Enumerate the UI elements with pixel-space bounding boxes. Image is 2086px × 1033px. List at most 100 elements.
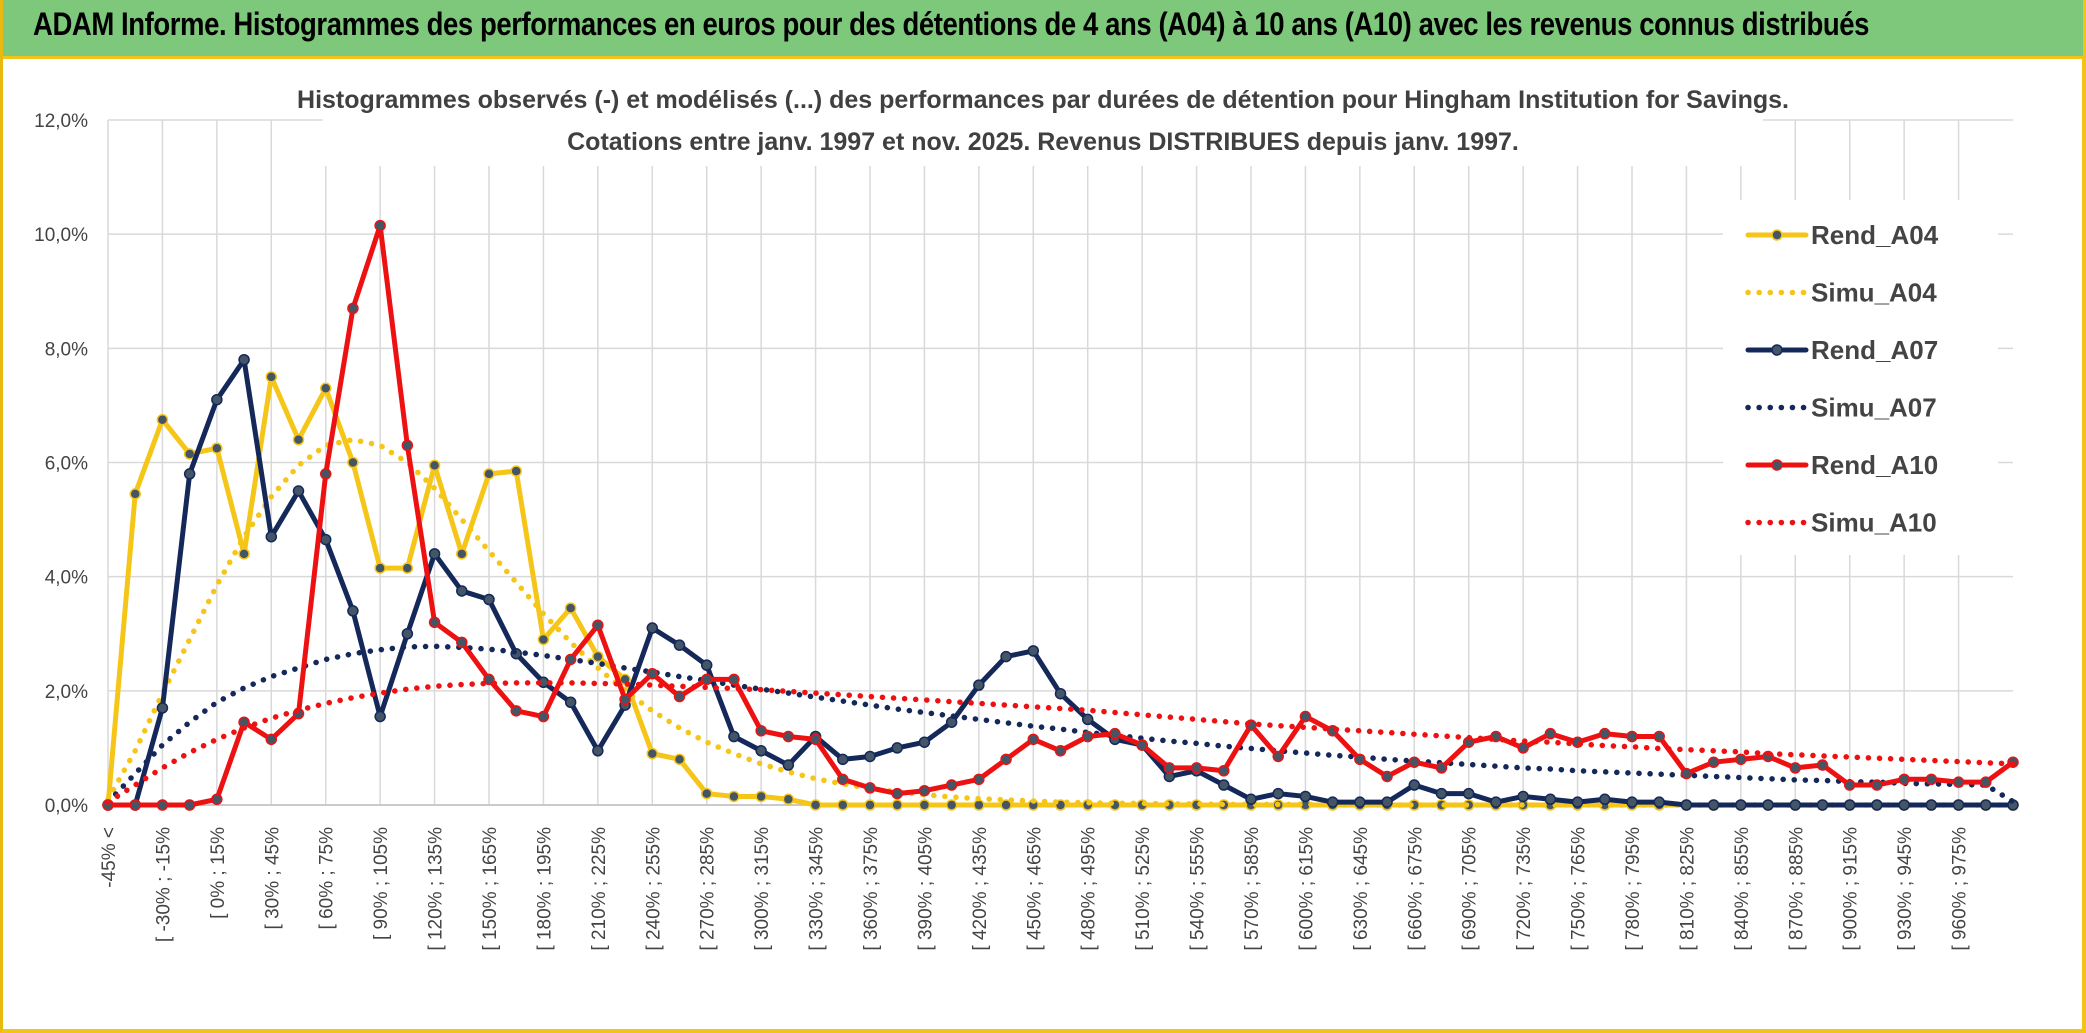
x-tick-label: [ 60% ; 75% [317,827,338,930]
legend-marker-rend-a07 [1771,344,1783,356]
x-tick-label: [ 0% ; 15% [208,827,229,919]
data-point-rend-a10 [646,667,659,680]
legend-label-simu-a07: Simu_A07 [1811,393,1937,423]
data-point-rend-a10 [211,793,223,806]
data-point-rend-a04 [755,790,767,803]
data-point-rend-a10 [564,653,577,666]
data-point-rend-a04 [809,799,822,811]
data-point-rend-a07 [1218,779,1230,791]
data-point-rend-a10 [1707,756,1720,768]
data-point-rend-a10 [319,468,332,480]
title-background [323,80,1763,166]
data-point-rend-a10 [1000,753,1012,766]
data-point-rend-a07 [1762,799,1774,811]
data-point-rend-a10 [891,787,903,800]
legend-label-simu-a10: Simu_A10 [1811,508,1937,538]
data-point-rend-a10 [1735,753,1747,766]
legend: Rend_A04 Simu_A04 Rend_A07 Simu_A07 Rend_A10… [1723,200,1998,555]
data-point-rend-a10 [1952,776,1965,788]
axes: 0,0% 2,0% 4,0% 6,0% 8,0% 10,0% 12,0% -45% < [ -3… [34,111,2013,951]
data-point-rend-a10 [1898,773,1910,786]
data-point-rend-a07 [1980,799,1992,811]
data-point-rend-a10 [700,673,713,686]
data-point-rend-a07 [292,485,305,497]
report-banner: ADAM Informe. Histogrammes des performan… [3,0,2083,59]
x-tick-label: [ -30% ; -15% [153,827,174,942]
data-point-rend-a04 [374,562,386,574]
data-point-rend-a07 [1843,799,1856,811]
x-tick-label: [ 150% ; 165% [480,827,501,951]
x-tick-label: [ 930% ; 945% [1895,827,1916,951]
legend-label-rend-a10: Rend_A10 [1811,450,1938,480]
data-point-rend-a10 [1599,727,1611,740]
data-point-rend-a10 [401,439,414,452]
data-point-rend-a07 [1326,796,1339,808]
x-tick-label: [ 300% ; 315% [752,827,773,951]
data-point-rend-a10 [809,733,822,746]
data-point-rend-a07 [1925,799,1938,811]
data-point-rend-a07 [1599,793,1611,806]
data-point-rend-a10 [1081,730,1094,743]
x-tick-label: [ 420% ; 435% [970,827,991,951]
data-point-rend-a10 [1299,710,1312,723]
data-point-rend-a07 [1626,796,1638,808]
x-tick-label: [ 540% ; 555% [1188,827,1209,951]
x-tick-label: [ 390% ; 405% [915,827,936,951]
series-line-simu-a07 [105,643,2016,805]
data-point-rend-a10 [1272,750,1284,763]
data-point-rend-a10 [1653,730,1665,743]
series-lines [102,219,2019,811]
data-point-rend-a10 [1109,727,1121,740]
data-point-rend-a04 [592,650,604,663]
data-point-rend-a10 [1544,727,1557,740]
data-point-rend-a07 [728,730,740,743]
data-point-rend-a10 [1190,762,1203,774]
data-point-rend-a07 [1571,796,1584,808]
data-point-rend-a07 [592,745,604,757]
data-point-rend-a04 [782,793,795,806]
data-point-rend-a10 [1843,779,1856,791]
data-point-rend-a10 [1517,742,1529,754]
x-tick-label: [ 180% ; 195% [534,827,555,951]
x-tick-label: [ 30% ; 45% [262,827,283,930]
data-point-rend-a04 [238,548,250,560]
x-tick-label: [ 660% ; 675% [1405,827,1426,951]
series-simu-a04 [105,436,2016,808]
data-point-rend-a07 [1245,793,1257,806]
x-tick-label: [ 450% ; 465% [1024,827,1045,951]
x-tick-label: [ 870% ; 885% [1786,827,1807,951]
data-point-rend-a07 [183,468,196,480]
data-point-rend-a10 [1354,753,1366,766]
data-point-rend-a04 [891,799,903,811]
data-point-rend-a04 [700,787,713,800]
data-point-rend-a10 [1816,759,1829,771]
data-point-rend-a07 [347,605,359,617]
data-point-rend-a10 [1408,756,1421,768]
x-tick-label: [ 780% ; 795% [1623,827,1644,951]
report-title: ADAM Informe. Histogrammes des performan… [33,6,1869,42]
data-point-rend-a10 [1980,776,1992,788]
y-tick-label: 4,0% [45,568,88,589]
data-point-rend-a07 [1299,790,1312,803]
data-point-rend-a07 [700,659,713,671]
data-point-rend-a04 [918,799,931,811]
data-point-rend-a04 [973,799,985,811]
data-point-rend-a10 [945,779,958,791]
data-point-rend-a10 [918,784,931,797]
data-point-rend-a07 [1816,799,1829,811]
data-point-rend-a07 [1898,799,1910,811]
data-point-rend-a07 [1408,779,1421,791]
data-point-rend-a10 [456,636,468,649]
x-tick-label: -45% < [99,827,120,888]
data-point-rend-a07 [1735,799,1747,811]
data-point-rend-a07 [1435,787,1448,800]
data-point-rend-a07 [428,548,441,560]
data-point-rend-a04 [510,465,522,477]
data-point-rend-a04 [428,459,441,472]
data-point-rend-a07 [238,354,250,366]
legend-label-rend-a07: Rend_A07 [1811,335,1938,365]
data-point-rend-a10 [1054,745,1067,757]
y-tick-label: 2,0% [45,682,88,703]
data-point-rend-a10 [1218,765,1230,777]
data-point-rend-a10 [347,302,359,315]
